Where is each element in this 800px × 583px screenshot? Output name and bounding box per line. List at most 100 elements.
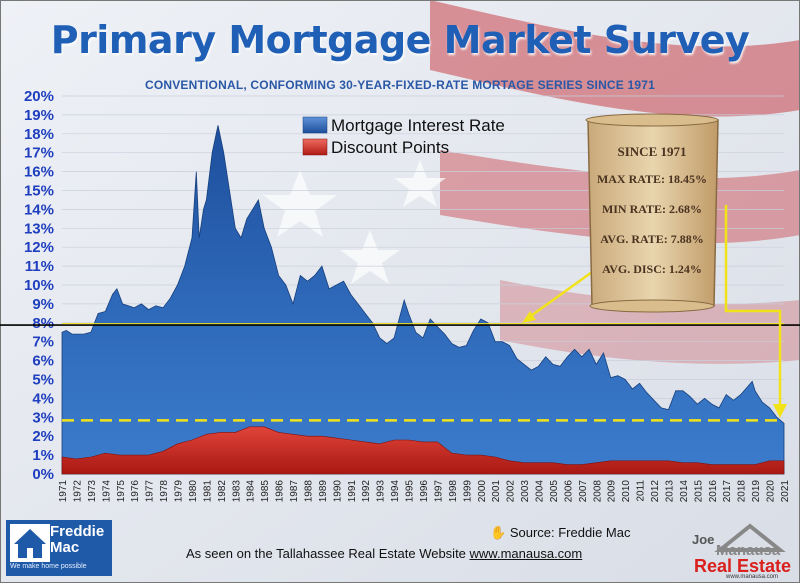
scroll-max-rate: MAX RATE: 18.45% [596, 172, 708, 186]
y-tick-label: 18% [24, 126, 54, 143]
x-tick-label: 2004 [535, 480, 546, 503]
freddie-mac-logo: Freddie Mac We make home possible [6, 520, 112, 576]
y-tick-label: 6% [32, 353, 54, 370]
x-tick-label: 1973 [87, 480, 98, 503]
x-tick-label: 2018 [737, 480, 748, 503]
x-tick-label: 1975 [116, 480, 127, 503]
x-tick-label: 2002 [506, 480, 517, 503]
website-link[interactable]: www.manausa.com [469, 546, 583, 561]
page-title: Primary Mortgage Market Survey [50, 18, 750, 62]
x-tick-label: 2009 [607, 480, 618, 503]
x-tick-label: 2012 [650, 480, 661, 503]
legend-swatch-rate [302, 116, 328, 134]
y-axis-ticks: 0% 1% 2% 3% 4%5% 6% 7% 8% 9% 10% 11% 12% 13% 14%15% 16… [24, 88, 54, 483]
y-tick-label: 7% [32, 334, 54, 351]
legend: Mortgage Interest Rate Discount Points [302, 116, 505, 157]
reference-lines [0, 323, 800, 422]
x-tick-label: 1972 [72, 480, 83, 503]
x-tick-label: 1980 [188, 480, 199, 503]
scroll-avg-disc: AVG. DISC: 1.24% [602, 262, 702, 276]
y-tick-label: 14% [24, 201, 54, 218]
series-area-discount-points [61, 426, 785, 475]
stats-scroll: SINCE 1971 MAX RATE: 18.45% MIN RATE: 2.… [578, 112, 726, 314]
x-tick-label: 2001 [491, 480, 502, 503]
y-tick-label: 8% [32, 315, 54, 332]
x-tick-label: 2014 [679, 480, 690, 503]
y-tick-label: 20% [24, 88, 54, 105]
x-tick-label: 2013 [664, 480, 675, 503]
legend-swatch-disc [302, 138, 328, 156]
x-tick-label: 2008 [592, 480, 603, 503]
x-tick-label: 1987 [289, 480, 300, 503]
x-tick-label: 1977 [145, 480, 156, 503]
y-tick-label: 2% [32, 428, 54, 445]
jm-joe: Joe [692, 532, 715, 547]
series-area-mortgage-rate [61, 125, 785, 475]
joe-manausa-logo: Joe Manausa Real Estate www.manausa.com [690, 522, 796, 580]
x-tick-label: 1985 [260, 480, 271, 503]
y-tick-label: 17% [24, 145, 54, 162]
jm-manausa: Manausa [716, 542, 781, 559]
freddie-tagline: We make home possible [10, 563, 87, 570]
freddie-line1: Freddie [50, 523, 105, 540]
website-credit: As seen on the Tallahassee Real Estate W… [186, 546, 582, 561]
x-tick-label: 2003 [520, 480, 531, 503]
x-tick-label: 1976 [130, 480, 141, 503]
y-tick-label: 16% [24, 164, 54, 181]
x-tick-label: 1986 [275, 480, 286, 503]
x-tick-label: 2019 [751, 480, 762, 503]
x-tick-label: 1979 [174, 480, 185, 503]
x-tick-label: 1983 [231, 480, 242, 503]
x-tick-label: 1974 [101, 480, 112, 503]
x-tick-label: 1981 [202, 480, 213, 503]
x-tick-label: 2005 [549, 480, 560, 503]
x-tick-label: 1997 [433, 480, 444, 503]
x-tick-label: 1984 [246, 480, 257, 503]
legend-label-disc: Discount Points [331, 138, 449, 157]
y-tick-label: 4% [32, 390, 54, 407]
y-tick-label: 13% [24, 220, 54, 237]
legend-label-rate: Mortgage Interest Rate [331, 116, 505, 135]
x-tick-label: 2015 [693, 480, 704, 503]
page-subtitle: CONVENTIONAL, CONFORMING 30-YEAR-FIXED-R… [144, 78, 656, 92]
x-tick-label: 2006 [563, 480, 574, 503]
source-note: ✋ Source: Freddie Mac [490, 525, 630, 541]
x-tick-label: 1999 [462, 480, 473, 503]
series-areas [61, 125, 785, 475]
x-tick-label: 2000 [477, 480, 488, 503]
x-tick-label: 1971 [58, 480, 69, 503]
y-tick-label: 9% [32, 296, 54, 313]
x-tick-label: 1982 [217, 480, 228, 503]
house-icon [10, 524, 50, 562]
x-tick-label: 2020 [766, 480, 777, 503]
y-tick-label: 11% [25, 258, 54, 275]
y-tick-label: 0% [32, 466, 54, 483]
x-tick-label: 1978 [159, 480, 170, 503]
x-tick-label: 2007 [578, 480, 589, 503]
y-tick-label: 1% [32, 447, 54, 464]
x-tick-label: 1994 [390, 480, 401, 503]
x-tick-label: 1990 [332, 480, 343, 503]
scroll-avg-rate: AVG. RATE: 7.88% [600, 232, 704, 246]
y-tick-label: 12% [24, 239, 54, 256]
x-tick-label: 1996 [419, 480, 430, 503]
credit-text: As seen on the Tallahassee Real Estate W… [186, 546, 470, 561]
x-tick-label: 1992 [361, 480, 372, 503]
x-tick-label: 1993 [376, 480, 387, 503]
freddie-line2: Mac [50, 539, 80, 556]
y-tick-label: 10% [24, 277, 54, 294]
x-tick-label: 2011 [636, 480, 647, 502]
y-tick-label: 19% [24, 107, 54, 124]
rooftop-icon [714, 523, 786, 552]
scroll-min-rate: MIN RATE: 2.68% [601, 202, 703, 216]
scroll-since: SINCE 1971 [617, 144, 687, 159]
x-tick-label: 1998 [448, 480, 459, 503]
x-tick-label: 2021 [780, 480, 791, 503]
hand-icon: ✋ [490, 525, 507, 540]
x-axis-ticks: 1971 1972 1973 1974 1975 1976 1977 1978 1979 1980… [58, 480, 791, 503]
source-text: Source: Freddie Mac [509, 525, 631, 540]
x-tick-label: 2017 [722, 480, 733, 503]
x-tick-label: 2010 [621, 480, 632, 503]
